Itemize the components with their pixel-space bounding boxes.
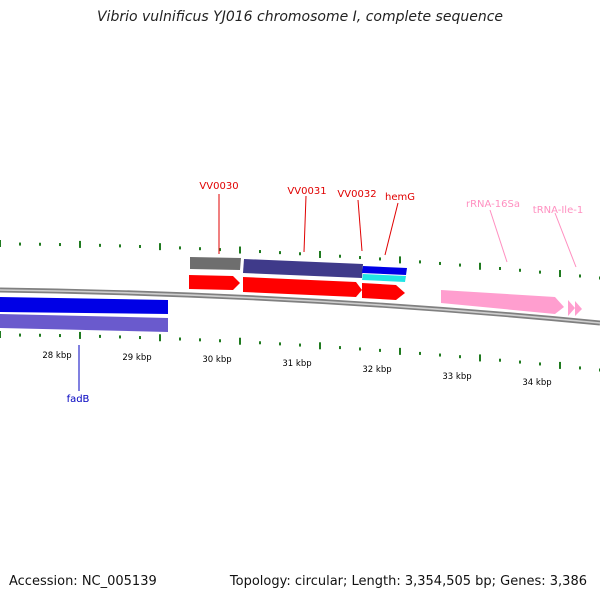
major-tick bbox=[79, 240, 81, 248]
minor-tick bbox=[179, 337, 181, 341]
minor-tick bbox=[339, 346, 341, 350]
major-tick bbox=[479, 262, 481, 270]
minor-tick bbox=[59, 243, 61, 247]
minor-tick bbox=[99, 243, 101, 247]
kbp-label: 32 kbp bbox=[362, 365, 391, 375]
minor-tick bbox=[499, 266, 501, 270]
gene-fadB-purple-block[interactable] bbox=[0, 314, 168, 332]
minor-tick bbox=[339, 254, 341, 258]
label-vv0030[interactable]: VV0030 bbox=[199, 181, 238, 192]
minor-tick bbox=[199, 247, 201, 251]
label-rrna-16sa[interactable]: rRNA-16Sa bbox=[466, 199, 520, 210]
minor-tick bbox=[579, 366, 581, 370]
rrna-connector bbox=[489, 209, 508, 263]
minor-tick bbox=[519, 268, 521, 272]
major-tick bbox=[479, 354, 481, 362]
major-tick bbox=[159, 243, 161, 251]
label-hemG[interactable]: hemG bbox=[385, 192, 415, 203]
minor-tick bbox=[519, 360, 521, 364]
kbp-label: 34 kbp bbox=[522, 378, 551, 388]
minor-tick bbox=[139, 244, 141, 248]
label-vv0032[interactable]: VV0032 bbox=[337, 189, 376, 200]
minor-tick bbox=[119, 244, 121, 248]
kbp-label: 33 kbp bbox=[442, 372, 471, 382]
gene-vv0032-blue-block[interactable] bbox=[362, 266, 407, 275]
minor-tick bbox=[139, 336, 141, 340]
minor-tick bbox=[419, 351, 421, 355]
gene-trna-ile-arrow-2[interactable] bbox=[575, 301, 582, 316]
minor-tick bbox=[359, 347, 361, 351]
gene-rrna-16sa-arrow[interactable] bbox=[441, 290, 564, 314]
minor-tick bbox=[19, 333, 21, 337]
minor-tick bbox=[199, 338, 201, 342]
minor-tick bbox=[459, 355, 461, 359]
minor-tick bbox=[299, 252, 301, 256]
minor-tick bbox=[379, 348, 381, 352]
gene-hemG-arrow[interactable] bbox=[362, 283, 405, 300]
major-tick bbox=[0, 240, 1, 247]
vv0031-connector bbox=[303, 195, 307, 253]
major-tick bbox=[319, 342, 321, 350]
minor-tick bbox=[119, 335, 121, 339]
minor-tick bbox=[279, 251, 281, 255]
minor-tick bbox=[299, 343, 301, 347]
gene-vv0030-grey-block[interactable] bbox=[190, 257, 241, 270]
major-tick bbox=[79, 331, 81, 339]
minor-tick bbox=[59, 334, 61, 338]
minor-tick bbox=[19, 242, 21, 246]
gene-vv0031-navy-block[interactable] bbox=[243, 259, 363, 278]
backbone-inner bbox=[0, 289, 600, 324]
minor-tick bbox=[99, 334, 101, 338]
minor-tick bbox=[279, 342, 281, 346]
gene-vv0032-cyan-block[interactable] bbox=[362, 274, 406, 282]
minor-tick bbox=[259, 250, 261, 254]
minor-tick bbox=[439, 353, 441, 357]
hemG-connector bbox=[384, 202, 399, 256]
major-tick bbox=[239, 337, 241, 345]
minor-tick bbox=[499, 358, 501, 362]
minor-tick bbox=[379, 257, 381, 261]
inner-tick-track bbox=[0, 331, 600, 372]
major-tick bbox=[399, 256, 401, 264]
label-fadB[interactable]: fadB bbox=[67, 394, 90, 405]
minor-tick bbox=[39, 242, 41, 246]
minor-tick bbox=[219, 339, 221, 343]
minor-tick bbox=[539, 270, 541, 274]
accession-text: Accession: NC_005139 bbox=[9, 574, 157, 589]
gene-trna-ile-arrow-1[interactable] bbox=[568, 300, 575, 316]
major-tick bbox=[239, 246, 241, 254]
label-trna-ile-1[interactable]: tRNA-Ile-1 bbox=[533, 205, 583, 216]
major-tick bbox=[319, 250, 321, 258]
kbp-label: 31 kbp bbox=[282, 359, 311, 369]
minor-tick bbox=[359, 256, 361, 260]
minor-tick bbox=[439, 261, 441, 265]
major-tick bbox=[399, 347, 401, 355]
major-tick bbox=[159, 334, 161, 342]
minor-tick bbox=[579, 274, 581, 278]
kbp-label: 28 kbp bbox=[42, 351, 71, 361]
minor-tick bbox=[419, 260, 421, 264]
topology-text: Topology: circular; Length: 3,354,505 bp… bbox=[229, 574, 587, 589]
minor-tick bbox=[459, 263, 461, 267]
major-tick bbox=[0, 331, 1, 338]
vv0032-connector bbox=[357, 199, 363, 252]
kbp-label: 30 kbp bbox=[202, 355, 231, 365]
kbp-label: 29 kbp bbox=[122, 353, 151, 363]
major-tick bbox=[559, 270, 561, 278]
minor-tick bbox=[219, 248, 221, 252]
trna-connector bbox=[554, 212, 577, 268]
label-vv0031[interactable]: VV0031 bbox=[287, 186, 326, 197]
gene-vv0031-arrow[interactable] bbox=[243, 277, 362, 297]
minor-tick bbox=[179, 246, 181, 250]
map-title: Vibrio vulnificus YJ016 chromosome I, co… bbox=[96, 9, 504, 25]
minor-tick bbox=[39, 333, 41, 337]
minor-tick bbox=[259, 341, 261, 345]
major-tick bbox=[559, 361, 561, 369]
gene-vv0030-arrow[interactable] bbox=[189, 275, 240, 290]
gene-fadB-blue-block[interactable] bbox=[0, 297, 168, 314]
minor-tick bbox=[539, 362, 541, 366]
